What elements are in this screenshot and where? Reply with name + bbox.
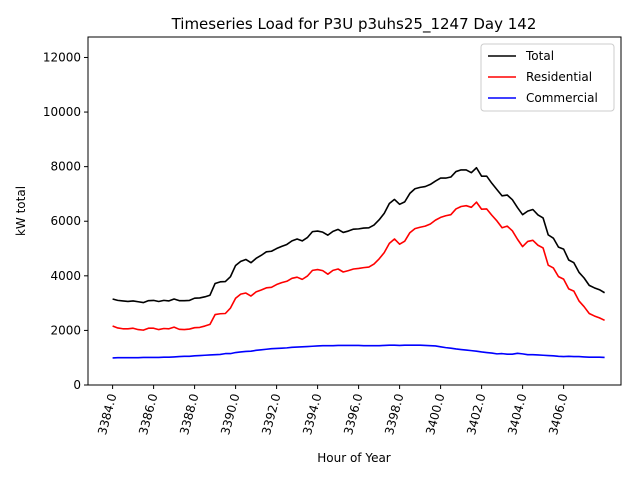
y-tick-label: 4000 xyxy=(50,269,81,283)
y-tick-label: 8000 xyxy=(50,160,81,174)
y-tick-label: 0 xyxy=(73,378,81,392)
plot-area-frame xyxy=(87,36,622,386)
legend-label-commercial: Commercial xyxy=(526,91,598,105)
y-tick-label: 12000 xyxy=(43,50,81,64)
series-line-total xyxy=(112,166,606,304)
legend: Total Residential Commercial xyxy=(480,43,615,112)
y-tick-label: 10000 xyxy=(43,105,81,119)
chart-title: Timeseries Load for P3U p3uhs25_1247 Day… xyxy=(171,15,537,34)
y-tick-label: 2000 xyxy=(50,323,81,337)
y-tick-label: 6000 xyxy=(50,214,81,228)
legend-label-residential: Residential xyxy=(526,70,592,84)
legend-box xyxy=(480,43,615,112)
x-axis-label: Hour of Year xyxy=(317,451,391,465)
series-line-commercial xyxy=(112,344,605,359)
y-axis-label: kW total xyxy=(14,186,28,236)
legend-label-total: Total xyxy=(525,49,554,63)
series-line-residential xyxy=(112,201,605,331)
